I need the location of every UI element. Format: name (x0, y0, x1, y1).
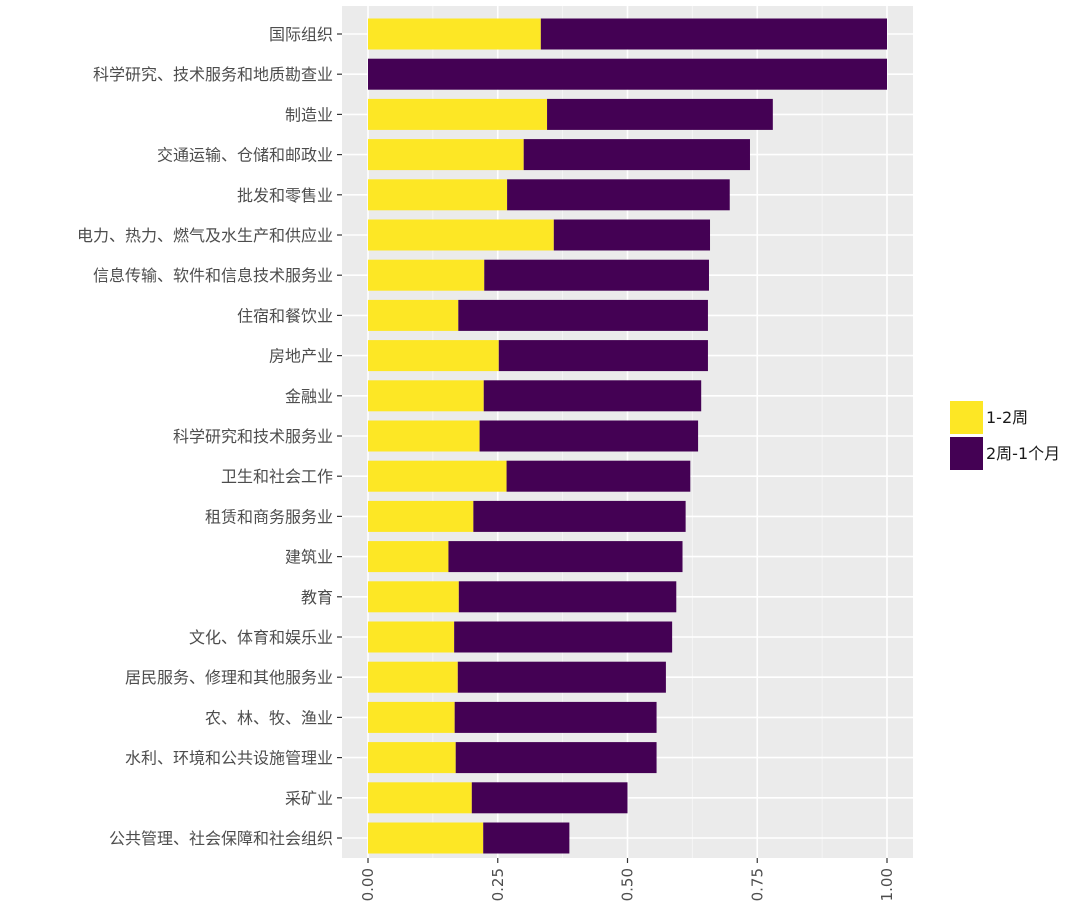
bar-short-12 (368, 500, 474, 532)
bar-long-18 (455, 742, 657, 774)
bar-short-11 (368, 460, 507, 492)
bar-long-8 (498, 340, 708, 372)
category-axis: 国际组织科学研究、技术服务和地质勘查业制造业交通运输、仓储和邮政业批发和零售业电… (77, 25, 342, 848)
category-label-2: 制造业 (285, 105, 333, 124)
x-tick-label-1: 0.25 (489, 868, 507, 901)
bar-short-19 (368, 782, 472, 814)
bar-short-14 (368, 581, 459, 613)
bar-short-18 (368, 742, 456, 774)
bar-long-12 (473, 500, 686, 532)
category-label-19: 采矿业 (285, 789, 333, 808)
bar-long-16 (457, 661, 666, 693)
x-tick-label-4: 1.00 (878, 868, 896, 901)
category-label-12: 租赁和商务服务业 (205, 507, 333, 526)
bar-short-7 (368, 299, 459, 331)
category-label-9: 金融业 (285, 387, 333, 406)
bar-short-2 (368, 98, 548, 130)
bar-long-17 (454, 701, 657, 733)
legend-swatch-1 (950, 437, 983, 470)
bars (368, 18, 887, 854)
bar-long-9 (483, 380, 702, 412)
category-label-1: 科学研究、技术服务和地质勘查业 (93, 65, 333, 84)
bar-short-17 (368, 701, 455, 733)
bar-long-4 (507, 179, 730, 211)
legend: 1-2周 2周-1个月 (950, 401, 1060, 470)
bar-long-1 (368, 58, 887, 90)
bar-long-19 (471, 782, 628, 814)
category-label-15: 文化、体育和娱乐业 (189, 628, 333, 647)
bar-short-5 (368, 219, 554, 251)
bar-long-2 (547, 98, 773, 130)
category-label-4: 批发和零售业 (237, 186, 333, 205)
category-label-18: 水利、环境和公共设施管理业 (125, 749, 333, 768)
bar-short-9 (368, 380, 484, 412)
category-label-10: 科学研究和技术服务业 (173, 427, 333, 446)
bar-short-15 (368, 621, 455, 653)
bar-long-20 (483, 822, 570, 854)
category-label-6: 信息传输、软件和信息技术服务业 (93, 266, 333, 285)
bar-short-3 (368, 139, 524, 171)
bar-short-8 (368, 340, 499, 372)
bar-long-6 (484, 259, 709, 291)
bar-long-13 (448, 541, 683, 573)
bar-short-4 (368, 179, 508, 211)
x-tick-label-0: 0.00 (359, 868, 377, 901)
bar-long-14 (458, 581, 677, 613)
category-label-7: 住宿和餐饮业 (237, 306, 333, 325)
category-label-11: 卫生和社会工作 (221, 467, 333, 486)
value-axis: 0.00 0.25 0.50 0.75 1.00 (359, 858, 896, 901)
legend-label-0: 1-2周 (986, 408, 1028, 427)
bar-long-11 (506, 460, 691, 492)
bar-short-0 (368, 18, 541, 50)
category-label-17: 农、林、牧、渔业 (205, 708, 333, 727)
category-label-0: 国际组织 (269, 25, 333, 44)
x-tick-label-3: 0.75 (748, 868, 766, 901)
category-label-16: 居民服务、修理和其他服务业 (125, 668, 333, 687)
bar-long-5 (553, 219, 711, 251)
category-label-5: 电力、热力、燃气及水生产和供应业 (77, 226, 333, 245)
bar-long-0 (540, 18, 887, 50)
bar-long-7 (458, 299, 708, 331)
bar-long-15 (454, 621, 673, 653)
category-label-3: 交通运输、仓储和邮政业 (157, 146, 333, 165)
category-label-8: 房地产业 (269, 347, 333, 366)
bar-short-10 (368, 420, 480, 452)
bar-short-13 (368, 541, 449, 573)
bar-short-6 (368, 259, 485, 291)
bar-short-20 (368, 822, 484, 854)
category-label-13: 建筑业 (285, 548, 333, 567)
bar-short-16 (368, 661, 458, 693)
legend-label-1: 2周-1个月 (986, 444, 1060, 463)
bar-long-10 (479, 420, 699, 452)
category-label-20: 公共管理、社会保障和社会组织 (109, 829, 333, 848)
category-label-14: 教育 (301, 588, 333, 607)
bar-long-3 (523, 139, 750, 171)
x-tick-label-2: 0.50 (619, 868, 637, 901)
legend-swatch-0 (950, 401, 983, 434)
